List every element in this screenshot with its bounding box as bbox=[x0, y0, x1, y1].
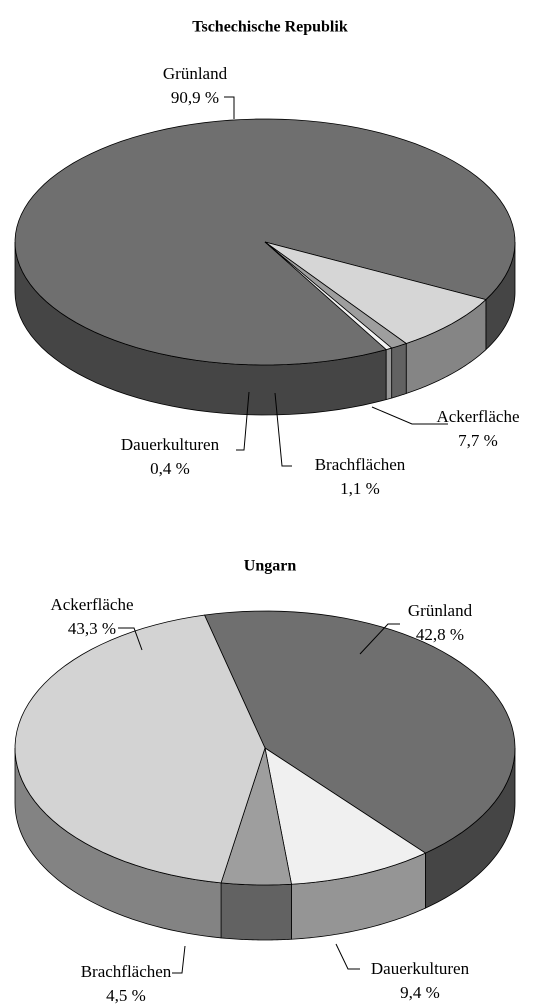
leader-line bbox=[172, 945, 186, 974]
leader-line bbox=[236, 391, 250, 451]
leader-line bbox=[118, 627, 143, 651]
slice-value-label: 1,1 % bbox=[340, 479, 380, 498]
slice-value-label: 7,7 % bbox=[458, 431, 498, 450]
chart-title: Ungarn bbox=[244, 558, 297, 575]
slice-label: Ackerfläche bbox=[50, 595, 133, 614]
leader-line bbox=[371, 406, 448, 425]
slice-label: Dauerkulturen bbox=[371, 959, 470, 978]
slice-value-label: 4,5 % bbox=[106, 986, 146, 1005]
slice-value-label: 90,9 % bbox=[171, 88, 219, 107]
slice-label: Brachflächen bbox=[81, 962, 172, 981]
slice-label: Grünland bbox=[408, 601, 473, 620]
chart-title: Tschechische Republik bbox=[192, 19, 348, 36]
slice bbox=[203, 610, 516, 854]
slice-value-label: 9,4 % bbox=[400, 983, 440, 1002]
leader-line bbox=[359, 623, 400, 655]
slice bbox=[264, 241, 487, 344]
slice-value-label: 43,3 % bbox=[68, 619, 116, 638]
slice-label: Ackerfläche bbox=[436, 407, 519, 426]
slice-side bbox=[391, 342, 407, 399]
slice-value-label: 42,8 % bbox=[416, 625, 464, 644]
slice-side bbox=[220, 882, 292, 941]
slice-value-label: 0,4 % bbox=[150, 459, 190, 478]
slice-label: Dauerkulturen bbox=[121, 435, 220, 454]
leader-line bbox=[274, 392, 292, 467]
slice bbox=[14, 614, 266, 884]
leader-line bbox=[224, 96, 235, 119]
slice bbox=[264, 747, 427, 885]
slice-label: Brachflächen bbox=[315, 455, 406, 474]
slice-label: Grünland bbox=[163, 64, 228, 83]
leader-line bbox=[335, 943, 360, 970]
slice-side bbox=[385, 347, 393, 401]
slice bbox=[220, 746, 292, 886]
slice bbox=[264, 241, 393, 351]
